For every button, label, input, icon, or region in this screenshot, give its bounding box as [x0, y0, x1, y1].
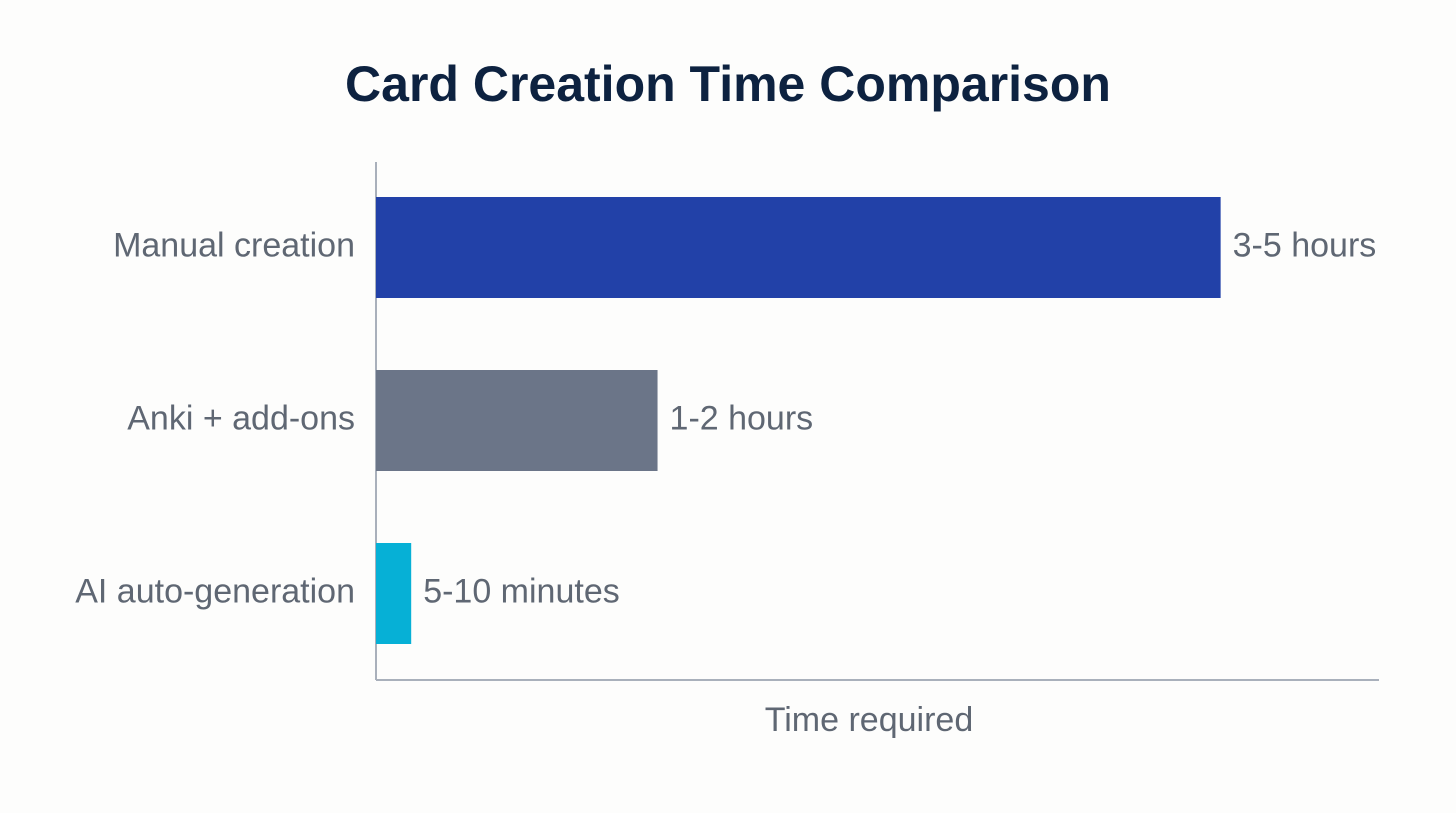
bar	[376, 543, 412, 644]
x-axis-label: Time required	[765, 701, 973, 739]
value-label: 3-5 hours	[1233, 226, 1377, 264]
value-label: 5-10 minutes	[423, 572, 620, 610]
y-tick-label: AI auto-generation	[75, 572, 355, 610]
bar	[376, 197, 1221, 298]
bar	[376, 370, 658, 471]
chart-title: Card Creation Time Comparison	[345, 56, 1111, 112]
value-label: 1-2 hours	[670, 399, 814, 437]
y-tick-label: Manual creation	[113, 226, 355, 264]
y-tick-label: Anki + add-ons	[127, 399, 355, 437]
